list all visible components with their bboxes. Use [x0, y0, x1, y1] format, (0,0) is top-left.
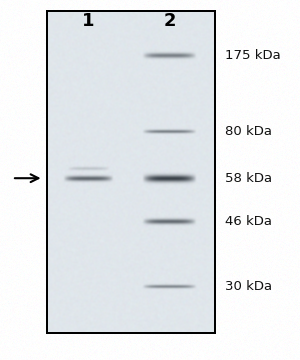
- Text: 1: 1: [82, 12, 95, 30]
- Text: 175 kDa: 175 kDa: [225, 49, 281, 62]
- Text: 58 kDa: 58 kDa: [225, 172, 272, 185]
- Text: 46 kDa: 46 kDa: [225, 215, 272, 228]
- Text: 30 kDa: 30 kDa: [225, 280, 272, 293]
- Text: 2: 2: [163, 12, 176, 30]
- Text: 80 kDa: 80 kDa: [225, 125, 272, 138]
